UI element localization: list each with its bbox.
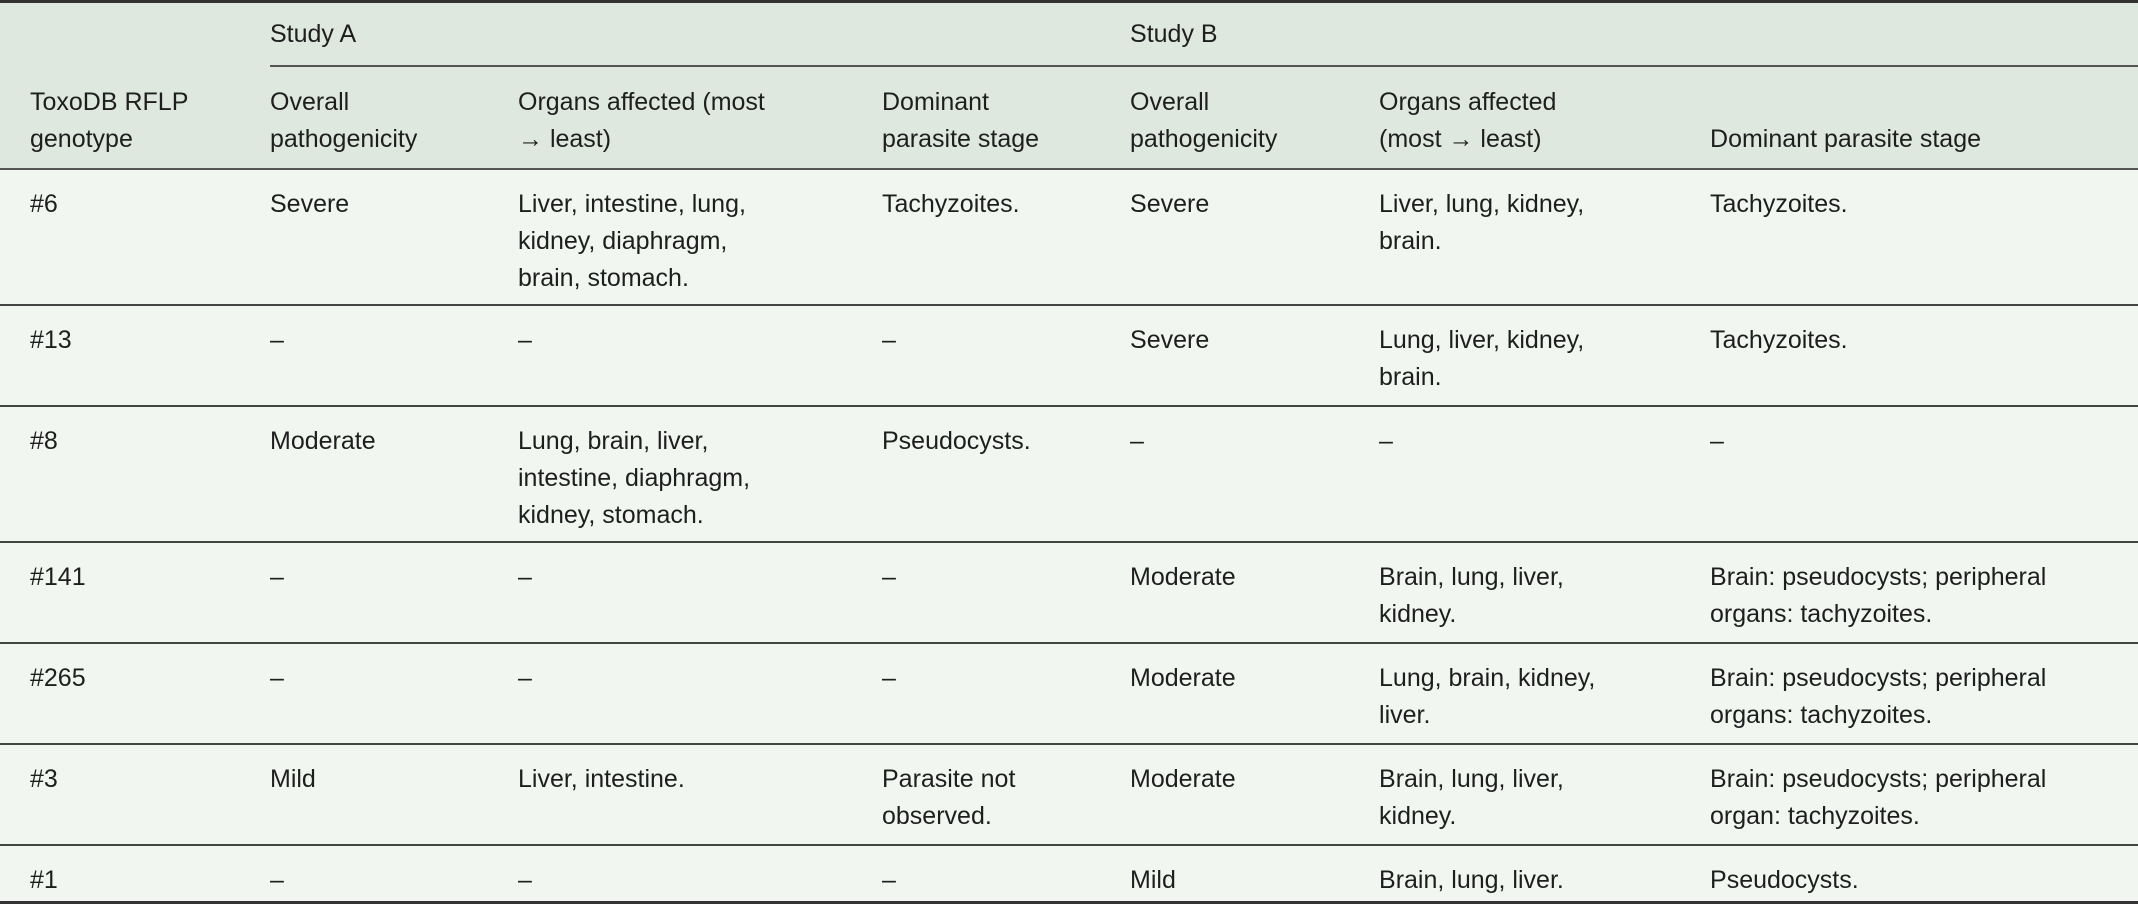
study-b-stage-cell: Brain: pseudocysts; peripheral organ: ta…: [1710, 765, 2047, 830]
study-a-pathogenicity-cell: –: [270, 563, 284, 591]
study-b-pathogenicity-cell: Mild: [1130, 866, 1176, 894]
study-a-stage-header: Dominant parasite stage: [882, 65, 1131, 169]
genotype-cell: #1: [30, 866, 58, 894]
header-spacer: [0, 2, 270, 67]
study-b-stage-cell: Pseudocysts.: [1710, 866, 1859, 894]
study-b-stage-cell: Brain: pseudocysts; peripheral organs: t…: [1710, 563, 2047, 628]
study-b-pathogenicity-cell: Moderate: [1130, 664, 1236, 692]
study-a-organs-cell: Liver, intestine, lung, kidney, diaphrag…: [518, 190, 746, 292]
study-b-pathogenicity-cell: –: [1130, 427, 1144, 455]
study-b-stage-cell: Brain: pseudocysts; peripheral organs: t…: [1710, 664, 2047, 729]
study-a-header: Study A: [270, 19, 357, 48]
genotype-cell: #265: [30, 664, 86, 692]
study-b-stage-cell: –: [1710, 427, 1724, 455]
study-b-stage-cell: Tachyzoites.: [1710, 326, 1848, 354]
genotype-cell: #13: [30, 326, 72, 354]
study-a-organs-cell: –: [518, 326, 532, 354]
study-b-pathogenicity-cell: Moderate: [1130, 563, 1236, 591]
study-a-stage-cell: –: [882, 866, 896, 894]
study-a-organs-cell: Lung, brain, liver, intestine, diaphragm…: [518, 427, 751, 529]
table-row: #265 – – – Moderate Lung, brain, kidney, live…: [0, 643, 2138, 744]
study-a-organs-cell: –: [518, 866, 532, 894]
table-row: #13 – – – Severe Lung, liver, kidney, brain. T…: [0, 305, 2138, 406]
study-b-organs-cell: Lung, liver, kidney, brain.: [1379, 326, 1585, 391]
study-b-stage-header: Dominant parasite stage: [1710, 65, 2138, 169]
study-b-organs-cell: Liver, lung, kidney, brain.: [1379, 190, 1585, 255]
study-b-organs-cell: Brain, lung, liver.: [1379, 866, 1564, 894]
study-b-pathogenicity-cell: Severe: [1130, 326, 1210, 354]
table-row: #3 Mild Liver, intestine. Parasite not obse…: [0, 744, 2138, 845]
study-a-pathogenicity-cell: Mild: [270, 765, 316, 793]
study-b-stage-cell: Tachyzoites.: [1710, 190, 1848, 218]
study-b-header: Study B: [1130, 19, 1218, 48]
study-a-stage-cell: Parasite not observed.: [882, 765, 1016, 830]
study-b-pathogenicity-cell: Severe: [1130, 190, 1210, 218]
study-b-organs-cell: Lung, brain, kidney, liver.: [1379, 664, 1596, 729]
study-b-organs-header: Organs affected (most → least): [1379, 65, 1711, 169]
study-a-pathogenicity-cell: Severe: [270, 190, 350, 218]
genotype-column-header: ToxoDB RFLP genotype: [30, 88, 189, 153]
study-a-stage-cell: –: [882, 563, 896, 591]
study-b-pathogenicity-header: Overall pathogenicity: [1130, 65, 1380, 169]
study-a-pathogenicity-cell: –: [270, 664, 284, 692]
table-row: #8 Moderate Lung, brain, liver, intestine,…: [0, 406, 2138, 542]
genotype-cell: #3: [30, 765, 58, 793]
study-a-pathogenicity-cell: Moderate: [270, 427, 376, 455]
genotype-cell: #6: [30, 190, 58, 218]
study-a-pathogenicity-cell: –: [270, 866, 284, 894]
study-a-stage-cell: –: [882, 326, 896, 354]
study-b-organs-cell: –: [1379, 427, 1393, 455]
study-a-organs-header: Organs affected (most → least): [518, 65, 882, 169]
study-b-organs-cell: Brain, lung, liver, kidney.: [1379, 563, 1564, 628]
study-a-organs-cell: –: [518, 664, 532, 692]
study-a-organs-cell: –: [518, 563, 532, 591]
table-row: #141 – – – Moderate Brain, lung, liver, kidne…: [0, 542, 2138, 643]
table-header: Study A Study B ToxoDB RFLP genotype Ove…: [0, 1, 2138, 169]
study-b-organs-cell: Brain, lung, liver, kidney.: [1379, 765, 1564, 830]
study-a-pathogenicity-header: Overall pathogenicity: [270, 65, 518, 169]
genotype-cell: #141: [30, 563, 86, 591]
study-a-stage-cell: Tachyzoites.: [882, 190, 1020, 218]
table-row: #1 – – – Mild Brain, lung, liver. Pseudocysts.: [0, 845, 2138, 902]
study-a-stage-cell: –: [882, 664, 896, 692]
study-b-pathogenicity-cell: Moderate: [1130, 765, 1236, 793]
genotype-cell: #8: [30, 427, 58, 455]
table-body: #6 Severe Liver, intestine, lung, kidney, …: [0, 169, 2138, 902]
study-a-pathogenicity-cell: –: [270, 326, 284, 354]
study-a-stage-cell: Pseudocysts.: [882, 427, 1031, 455]
study-a-organs-cell: Liver, intestine.: [518, 765, 685, 793]
table-row: #6 Severe Liver, intestine, lung, kidney, …: [0, 169, 2138, 305]
